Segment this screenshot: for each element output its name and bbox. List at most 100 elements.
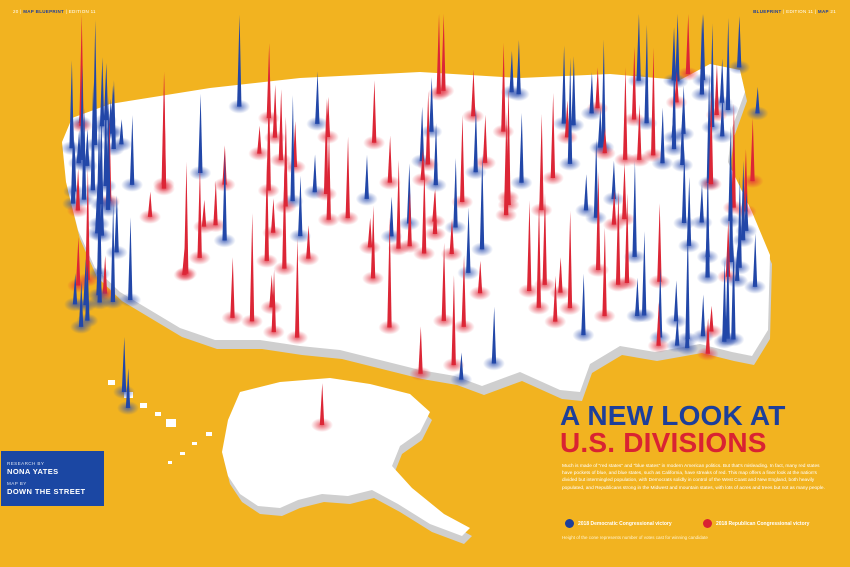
democratic-cone <box>315 71 320 124</box>
republican-cone <box>731 103 736 208</box>
democratic-cone <box>119 119 124 145</box>
map-name: DOWN THE STREET <box>7 487 86 496</box>
republican-cone <box>558 257 563 293</box>
democratic-cone <box>114 195 119 253</box>
republican-cone <box>477 260 483 294</box>
democratic-cone <box>103 63 109 121</box>
intro-text: Much is made of "red states" and "blue s… <box>562 464 825 491</box>
democratic-cone <box>110 202 116 302</box>
democratic-cone <box>735 243 740 281</box>
democratic-cone <box>684 307 690 349</box>
republican-cone <box>396 159 401 249</box>
legend-democratic-label: 2018 Democratic Congressional victory <box>578 520 672 527</box>
republican-cone <box>714 63 719 115</box>
democratic-cone <box>725 245 730 339</box>
republican-cone <box>503 112 509 216</box>
republican-cone <box>161 74 167 189</box>
democratic-cone <box>675 14 680 82</box>
republican-cone <box>482 114 488 163</box>
republican-cone <box>471 69 476 117</box>
vote-cones <box>60 14 769 432</box>
republican-cone <box>615 190 621 285</box>
aleutian-islands <box>168 432 212 464</box>
democratic-cone <box>81 108 87 200</box>
democratic-cone <box>509 50 514 93</box>
democratic-cone <box>567 57 573 164</box>
democratic-cone <box>479 153 485 250</box>
democratic-cone <box>641 231 647 316</box>
republican-cone <box>213 180 218 226</box>
democratic-cone <box>722 260 727 342</box>
republican-cone <box>657 203 662 282</box>
democratic-cone <box>129 115 135 185</box>
republican-cone <box>266 83 271 191</box>
alaska <box>222 378 470 536</box>
credits-box: RESEARCH BY NONA YATES MAP BY DOWN THE S… <box>1 451 104 506</box>
democratic-cone <box>700 294 706 337</box>
republican-cone <box>449 218 454 255</box>
republican-cone <box>147 191 153 217</box>
republican-cone <box>527 200 532 291</box>
democratic-cone <box>581 273 586 336</box>
folio-left: 20 | MAP BLUEPRINT | EDITION 11 <box>13 9 96 14</box>
republican-cone <box>102 255 108 294</box>
democratic-cone <box>70 120 76 204</box>
democratic-cone <box>561 45 567 124</box>
republican-cone <box>282 161 287 269</box>
democratic-cone <box>198 93 203 173</box>
democratic-cone <box>680 110 685 166</box>
cone-base-glow <box>306 116 329 131</box>
democratic-cone <box>752 233 758 287</box>
democratic-cone <box>632 160 637 257</box>
democratic-cone <box>312 154 317 193</box>
republican-cone <box>536 200 541 308</box>
republican-cone <box>319 383 325 425</box>
republican-cone <box>461 255 466 327</box>
republican-cone <box>631 46 637 120</box>
republican-cone <box>441 14 446 91</box>
democratic-cone <box>95 183 100 234</box>
republican-cone <box>624 193 630 283</box>
democratic-cone <box>491 306 497 364</box>
democratic-cone <box>84 129 90 166</box>
democratic-cone <box>125 368 131 408</box>
republican-cone <box>197 166 202 258</box>
democratic-cone <box>85 263 90 321</box>
republican-cone <box>611 191 617 225</box>
republican-cone <box>550 93 556 179</box>
republican-cone <box>637 104 642 160</box>
republican-cone <box>278 89 284 161</box>
republican-cone <box>323 98 329 194</box>
headline-line-1: A NEW LOOK AT <box>560 400 786 431</box>
republican-cone <box>230 257 235 318</box>
democratic-cone <box>671 60 677 150</box>
republican-cone <box>595 67 600 109</box>
democratic-cone <box>636 14 641 81</box>
republican-cone <box>75 236 81 286</box>
republican-cone <box>602 127 607 154</box>
republican-cone <box>674 71 679 103</box>
democratic-cone <box>290 95 295 202</box>
republican-cone <box>407 191 412 247</box>
republican-cone <box>264 157 269 261</box>
republican-cone <box>743 148 748 212</box>
democratic-cone <box>97 235 102 303</box>
red-dot-icon <box>703 519 712 528</box>
democratic-cone <box>673 280 679 322</box>
republican-cone <box>436 14 441 94</box>
republican-cone <box>501 42 506 132</box>
democratic-cone <box>593 138 599 218</box>
republican-cone <box>371 80 377 143</box>
republican-cone <box>425 91 431 165</box>
democratic-cone <box>429 77 434 132</box>
democratic-cone <box>719 58 725 103</box>
democratic-cone <box>674 315 680 346</box>
republican-cone <box>182 247 187 275</box>
republican-cone <box>345 136 350 219</box>
democratic-cone <box>364 154 369 199</box>
republican-cone <box>622 67 628 160</box>
legend-democratic: 2018 Democratic Congressional victory <box>565 519 672 528</box>
republican-cone <box>451 275 456 366</box>
folio-right: BLUEPRINT | EDITION 11 | MAP 21 <box>753 9 836 14</box>
democratic-cone <box>79 65 85 160</box>
